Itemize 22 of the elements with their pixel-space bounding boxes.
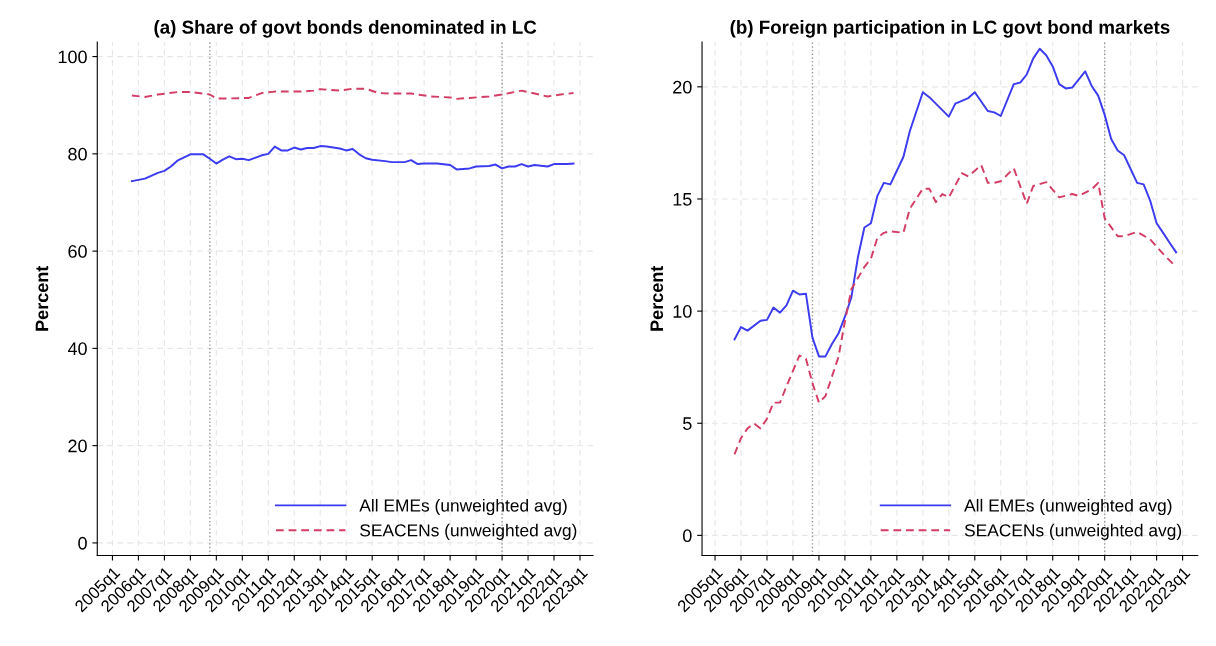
- y-tick-label: 0: [78, 536, 87, 550]
- y-tick-label: 20: [673, 80, 692, 94]
- y-tick-label: 10: [673, 305, 692, 318]
- y-tick-label: 80: [68, 147, 87, 161]
- legend-label: SEACENs (unweighted avg): [360, 523, 577, 540]
- line-series: [130, 87, 575, 100]
- line-series: [130, 145, 575, 183]
- y-tick-label: 40: [67, 342, 87, 356]
- chart-title: (a) Share of govt bonds denominated in LC: [154, 20, 537, 38]
- legend-label: All EMEs (unweighted avg): [359, 498, 567, 516]
- y-tick-label: 5: [683, 417, 692, 430]
- line-series: [733, 47, 1178, 358]
- legend-label: All EMEs (unweighted avg): [964, 498, 1172, 516]
- y-axis-title: Percent: [35, 265, 49, 331]
- y-tick-label: 15: [673, 193, 692, 206]
- legend-label: SEACENs (unweighted avg): [964, 523, 1182, 540]
- chart-title: (b) Foreign participation in LC govt bond markets: [730, 20, 1170, 38]
- y-tick-label: 0: [682, 529, 692, 543]
- y-tick-label: 20: [68, 439, 87, 453]
- y-tick-label: 60: [68, 245, 87, 258]
- y-axis-title: Percent: [650, 265, 664, 331]
- y-tick-label: 100: [58, 50, 87, 64]
